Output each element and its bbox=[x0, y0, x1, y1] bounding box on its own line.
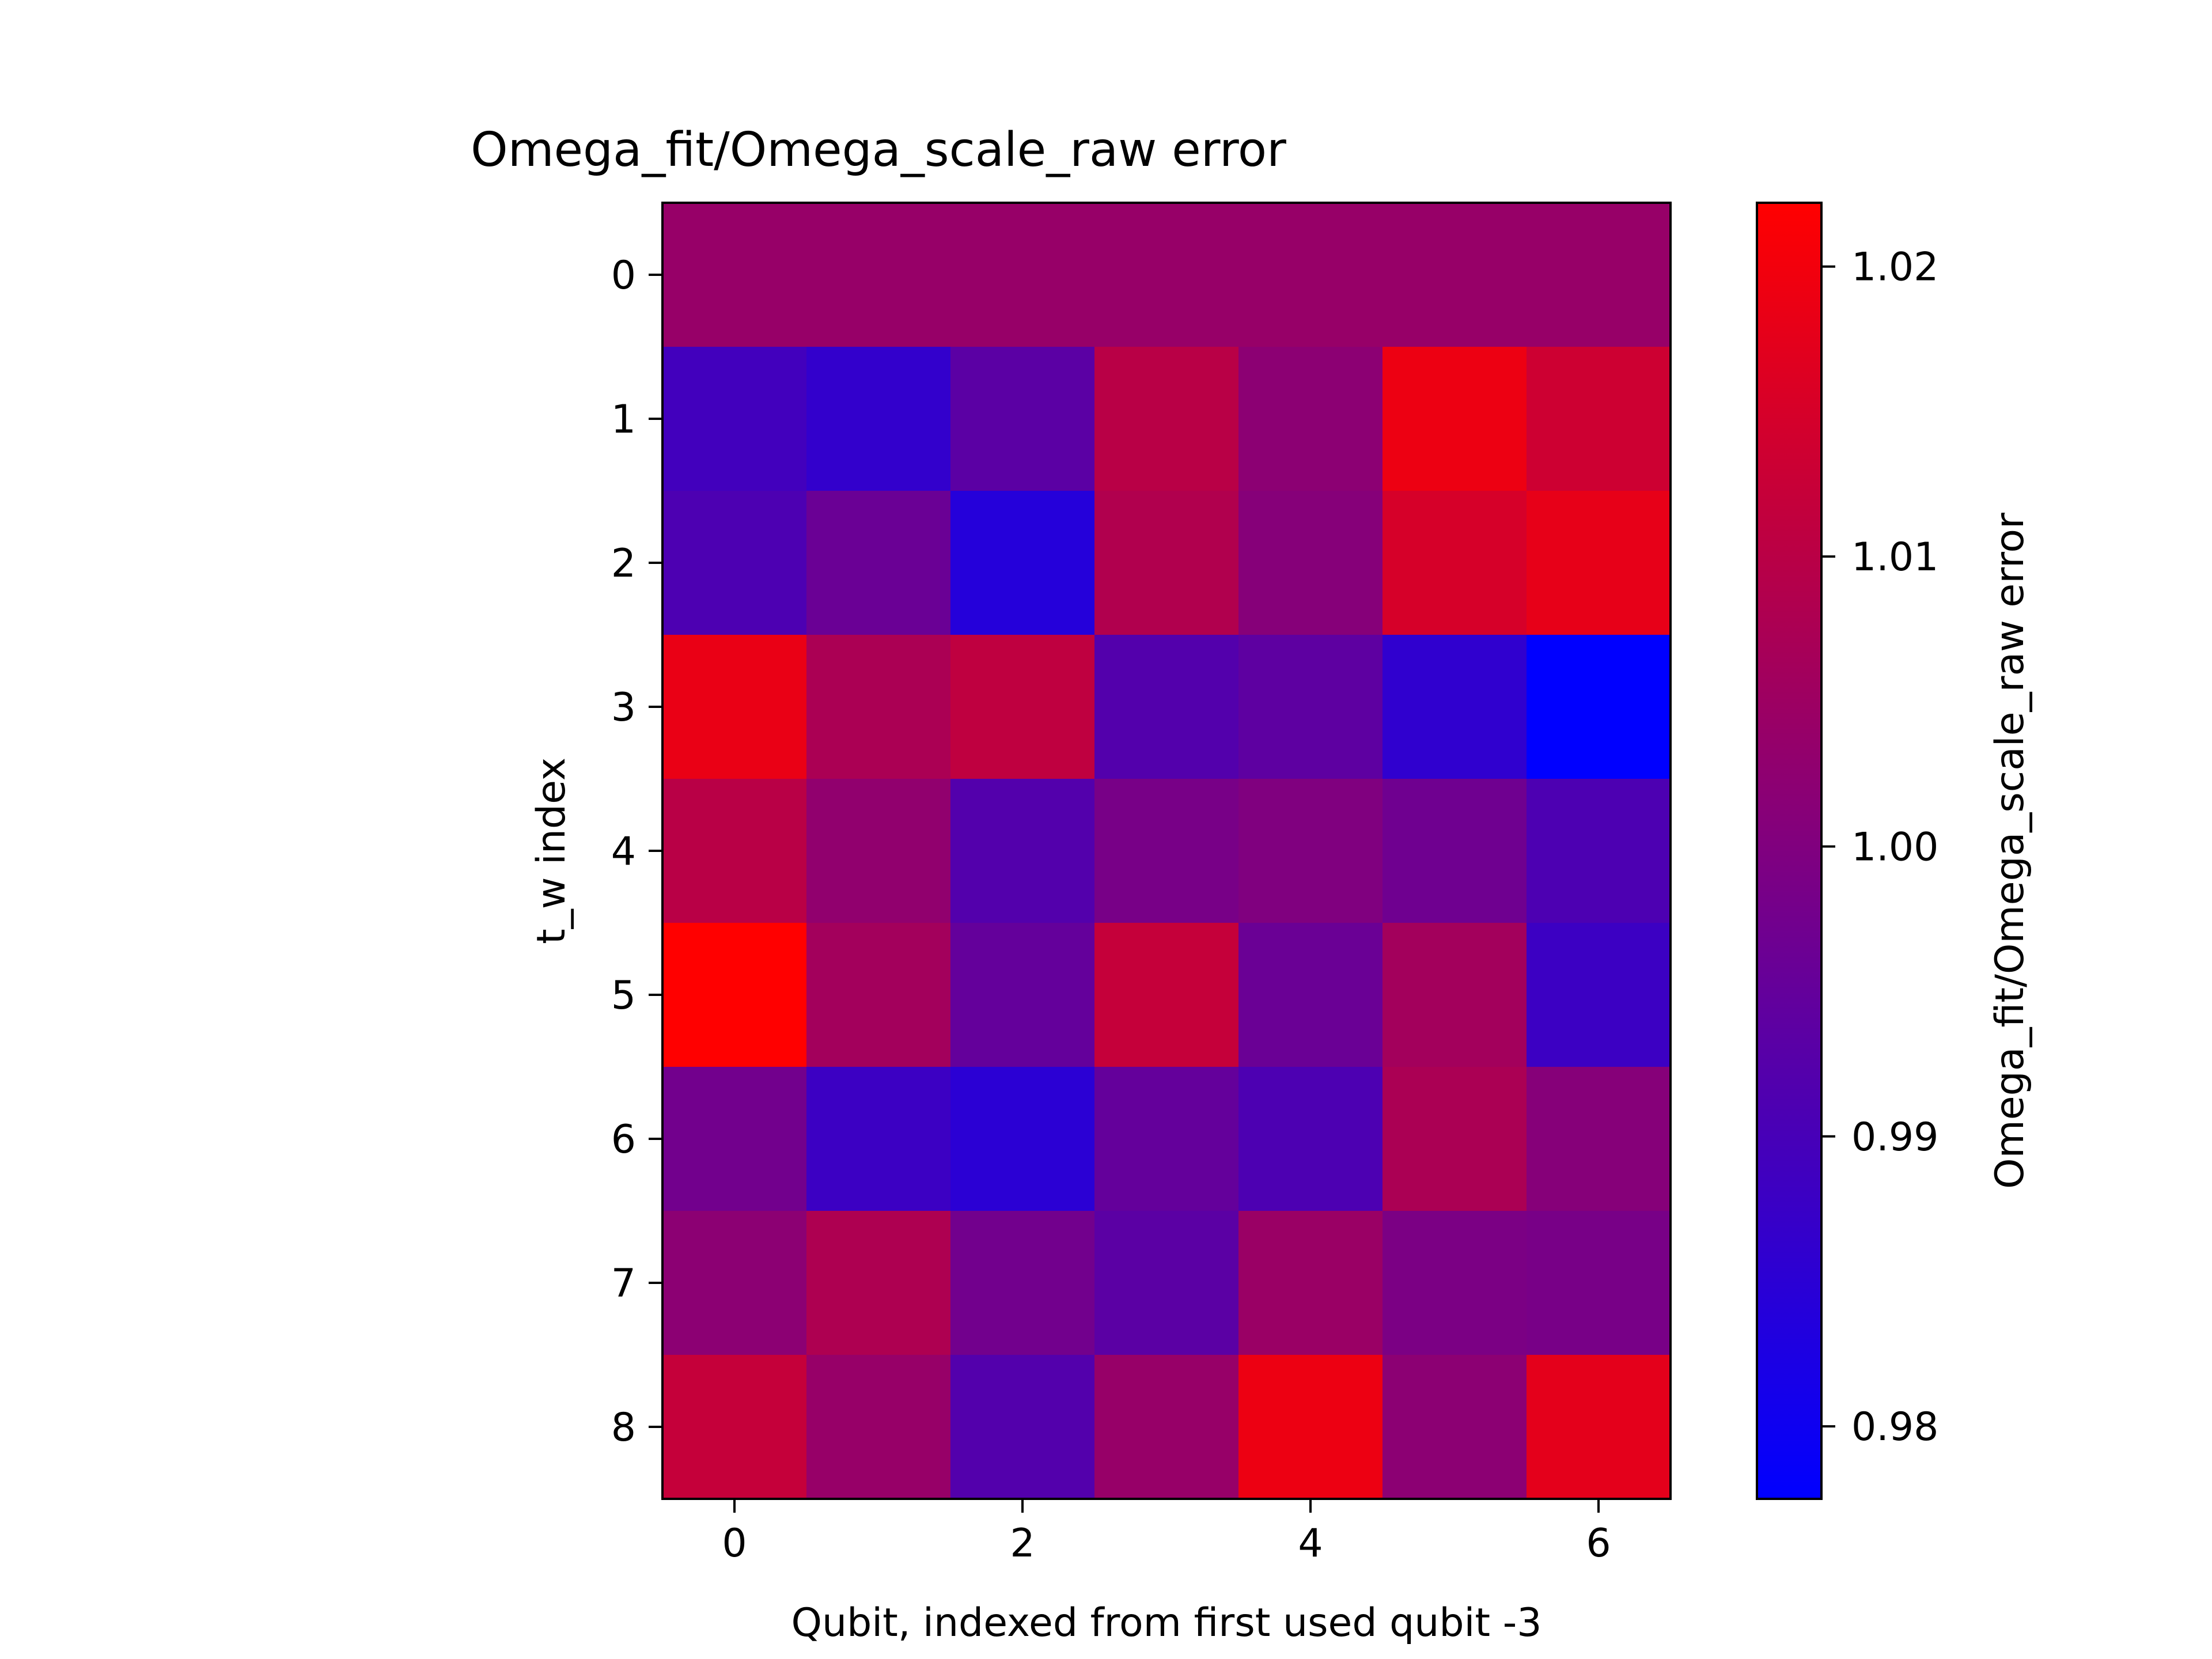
y-tick-label: 3 bbox=[611, 685, 636, 730]
heatmap-cell bbox=[1238, 347, 1383, 491]
heatmap-cell bbox=[1527, 203, 1671, 347]
colorbar-label: Omega_fit/Omega_scale_raw error bbox=[1987, 513, 2033, 1189]
y-tick-label: 5 bbox=[611, 973, 636, 1018]
heatmap-cell bbox=[1382, 779, 1527, 923]
y-axis-label: t_w index bbox=[529, 757, 574, 944]
heatmap-cell bbox=[1382, 1211, 1527, 1355]
chart-title: Omega_fit/Omega_scale_raw error bbox=[471, 123, 1286, 177]
heatmap-cell bbox=[950, 923, 1095, 1067]
y-tick-label: 0 bbox=[611, 253, 636, 298]
x-axis-ticks: 0 2 4 6 bbox=[722, 1499, 1611, 1566]
y-tick-label: 4 bbox=[611, 829, 636, 874]
y-tick-label: 2 bbox=[611, 541, 636, 586]
x-axis-label: Qubit, indexed from first used qubit -3 bbox=[791, 1600, 1541, 1646]
heatmap-cell bbox=[1238, 923, 1383, 1067]
heatmap-cell bbox=[1527, 779, 1671, 923]
heatmap-cell bbox=[1094, 923, 1239, 1067]
colorbar bbox=[1756, 202, 1823, 1500]
heatmap-cell bbox=[662, 1211, 807, 1355]
heatmap-cell bbox=[950, 779, 1095, 923]
y-tick-label: 1 bbox=[611, 397, 636, 442]
heatmap-cell bbox=[806, 491, 951, 635]
heatmap-cell bbox=[1238, 1067, 1383, 1211]
heatmap-cell bbox=[1094, 491, 1239, 635]
colorbar-tick-label: 0.99 bbox=[1851, 1115, 1938, 1160]
heatmap-cell bbox=[1527, 1211, 1671, 1355]
heatmap-cell bbox=[1527, 347, 1671, 491]
heatmap-cell bbox=[950, 1067, 1095, 1211]
heatmap-cell bbox=[662, 635, 807, 779]
heatmap-cell bbox=[950, 635, 1095, 779]
heatmap-cell bbox=[950, 1211, 1095, 1355]
heatmap-cell bbox=[1527, 923, 1671, 1067]
heatmap-cell bbox=[1094, 347, 1239, 491]
heatmap-cell bbox=[950, 491, 1095, 635]
heatmap-cell bbox=[1527, 1355, 1671, 1499]
heatmap-cell bbox=[1238, 203, 1383, 347]
heatmap-cell bbox=[662, 923, 807, 1067]
colorbar-tick-label: 1.01 bbox=[1851, 535, 1938, 580]
heatmap-cell bbox=[1094, 1067, 1239, 1211]
colorbar-tick-label: 1.00 bbox=[1851, 824, 1938, 870]
heatmap-cell bbox=[950, 1355, 1095, 1499]
heatmap-cell bbox=[806, 635, 951, 779]
heatmap-cell bbox=[662, 1067, 807, 1211]
heatmap-cell bbox=[806, 1355, 951, 1499]
heatmap-cell bbox=[1382, 1067, 1527, 1211]
heatmap-cell bbox=[1238, 1211, 1383, 1355]
colorbar-tick-label: 1.02 bbox=[1851, 245, 1938, 290]
y-tick-label: 8 bbox=[611, 1405, 636, 1450]
x-tick-label: 6 bbox=[1586, 1521, 1611, 1566]
heatmap-cell bbox=[1238, 779, 1383, 923]
heatmap-cells bbox=[662, 203, 1671, 1499]
heatmap-cell bbox=[950, 203, 1095, 347]
x-tick-label: 0 bbox=[722, 1521, 747, 1566]
x-tick-label: 4 bbox=[1298, 1521, 1323, 1566]
heatmap-cell bbox=[662, 1355, 807, 1499]
heatmap-cell bbox=[806, 779, 951, 923]
heatmap-cell bbox=[1382, 923, 1527, 1067]
heatmap-cell bbox=[1238, 1355, 1383, 1499]
heatmap-cell bbox=[1382, 491, 1527, 635]
heatmap-cell bbox=[662, 779, 807, 923]
heatmap-cell bbox=[1094, 203, 1239, 347]
heatmap-cell bbox=[662, 491, 807, 635]
heatmap-cell bbox=[806, 1067, 951, 1211]
y-tick-label: 7 bbox=[611, 1261, 636, 1306]
y-tick-label: 6 bbox=[611, 1117, 636, 1162]
heatmap-cell bbox=[1094, 1211, 1239, 1355]
colorbar-tick-label: 0.98 bbox=[1851, 1404, 1938, 1450]
heatmap-cell bbox=[1382, 347, 1527, 491]
colorbar-ticks: 0.98 0.99 1.00 1.01 1.02 bbox=[1821, 245, 1938, 1450]
heatmap-cell bbox=[1094, 779, 1239, 923]
heatmap-cell bbox=[662, 203, 807, 347]
heatmap-cell bbox=[1238, 635, 1383, 779]
heatmap-cell bbox=[806, 923, 951, 1067]
heatmap-cell bbox=[1527, 491, 1671, 635]
heatmap-cell bbox=[1382, 1355, 1527, 1499]
heatmap-cell bbox=[950, 347, 1095, 491]
heatmap-cell bbox=[1527, 1067, 1671, 1211]
heatmap-cell bbox=[806, 347, 951, 491]
heatmap-cell bbox=[1238, 491, 1383, 635]
x-tick-label: 2 bbox=[1010, 1521, 1035, 1566]
heatmap-cell bbox=[1382, 203, 1527, 347]
y-axis-ticks: 0 1 2 3 4 5 6 7 8 bbox=[611, 253, 662, 1450]
heatmap-cell bbox=[1527, 635, 1671, 779]
heatmap-cell bbox=[1094, 635, 1239, 779]
heatmap-cell bbox=[1382, 635, 1527, 779]
heatmap-cell bbox=[1094, 1355, 1239, 1499]
heatmap-cell bbox=[662, 347, 807, 491]
heatmap-cell bbox=[806, 1211, 951, 1355]
heatmap-cell bbox=[806, 203, 951, 347]
